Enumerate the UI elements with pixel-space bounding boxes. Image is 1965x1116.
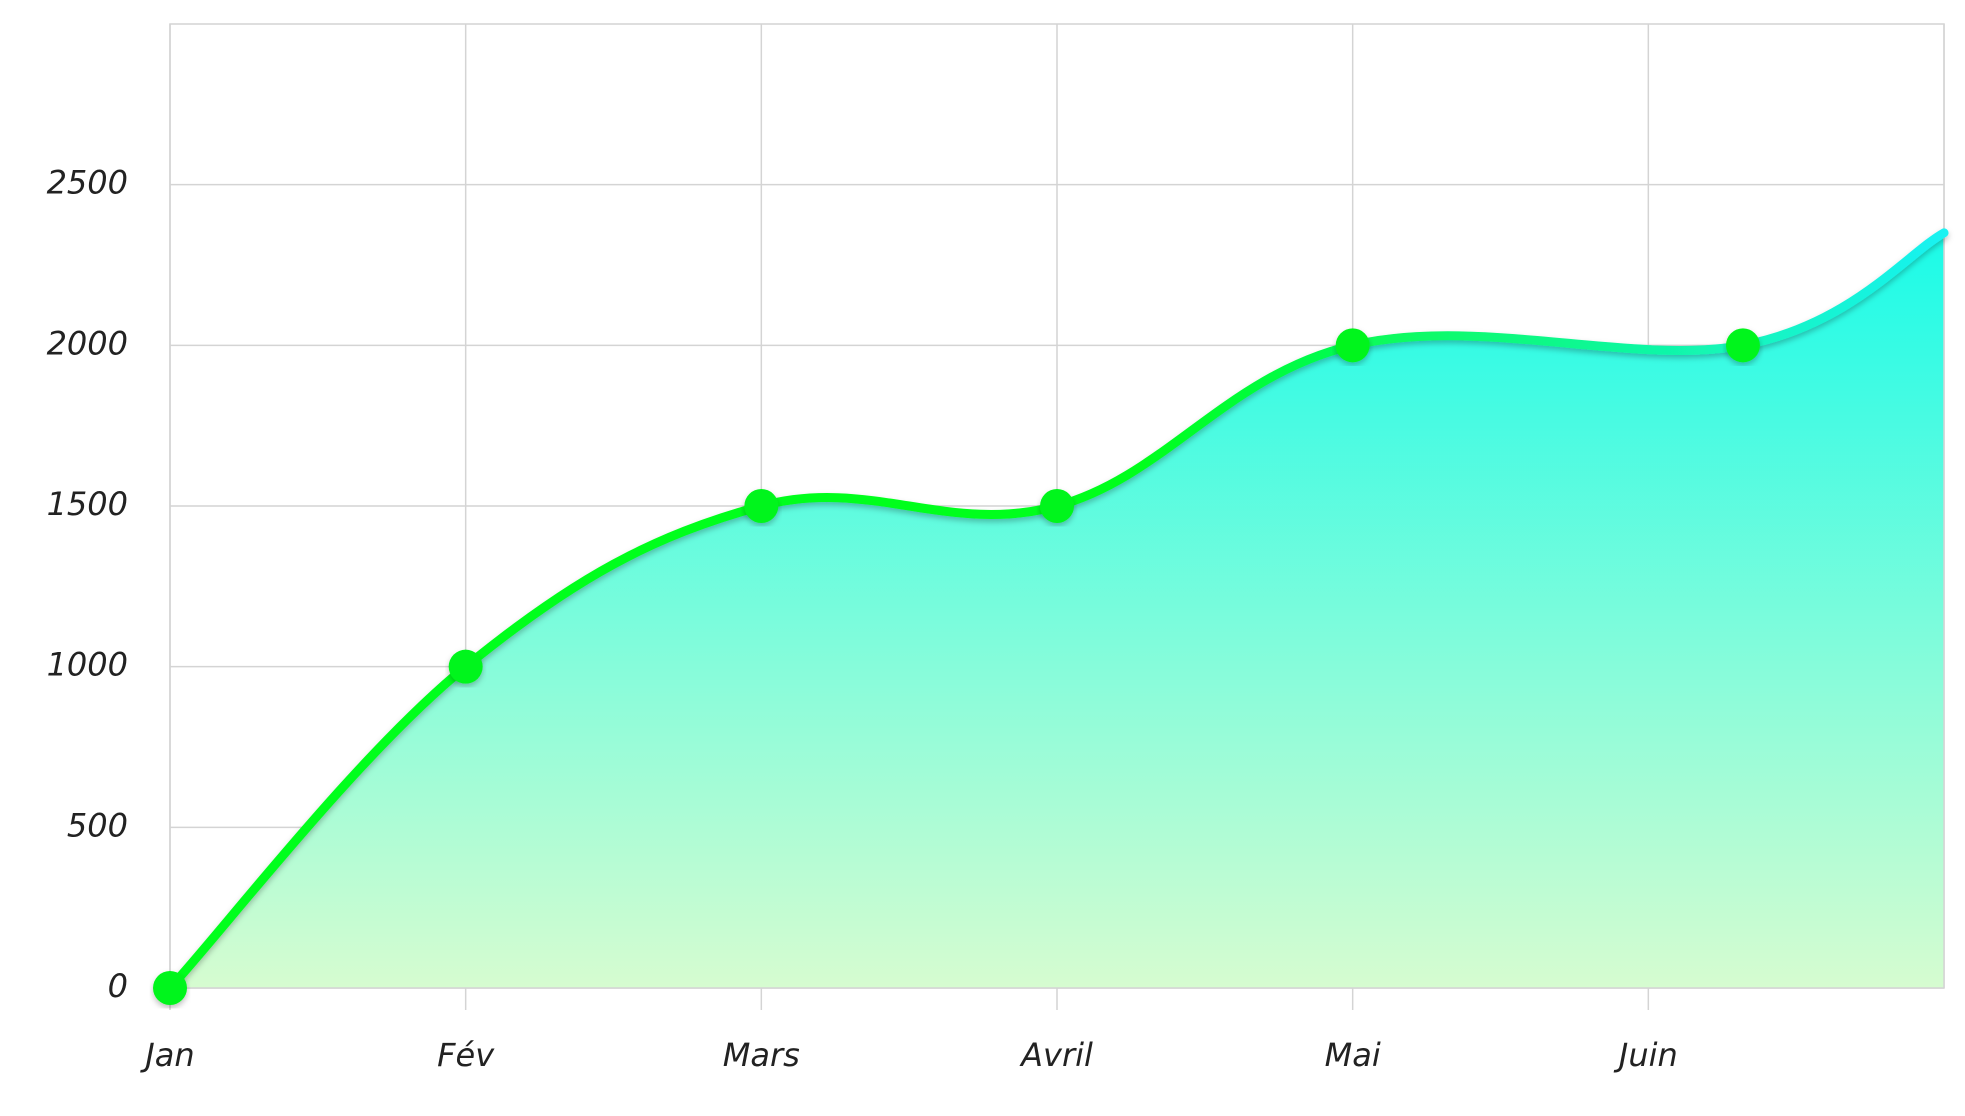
data-point — [1725, 328, 1760, 363]
x-tick-label: Mars — [723, 1036, 800, 1074]
data-point — [744, 489, 779, 523]
y-tick-label: 2500 — [47, 164, 128, 202]
y-tick-label: 1000 — [47, 646, 128, 684]
x-tick-label: Juin — [1613, 1036, 1678, 1074]
plot-frame — [169, 23, 1945, 989]
y-tick-label: 1500 — [47, 485, 128, 523]
x-tick-label: Fév — [437, 1036, 495, 1074]
y-tick-label: 0 — [108, 967, 128, 1005]
data-point — [1040, 489, 1074, 523]
x-axis-ticks: Jan Fév Mars Avril Mai Juin — [139, 1036, 1677, 1074]
x-tick-label: Mai — [1325, 1036, 1381, 1074]
x-tick-label: Jan — [139, 1036, 194, 1074]
y-axis-ticks: 0 500 1000 1500 2000 2500 — [47, 164, 128, 1005]
y-tick-label: 2000 — [47, 324, 128, 362]
data-point — [153, 971, 187, 1005]
x-tick-label: Avril — [1019, 1036, 1093, 1074]
area-fill — [170, 232, 1944, 988]
data-point — [448, 649, 483, 684]
markers — [153, 328, 1760, 1005]
data-point — [1335, 328, 1370, 363]
y-tick-label: 500 — [67, 806, 128, 844]
